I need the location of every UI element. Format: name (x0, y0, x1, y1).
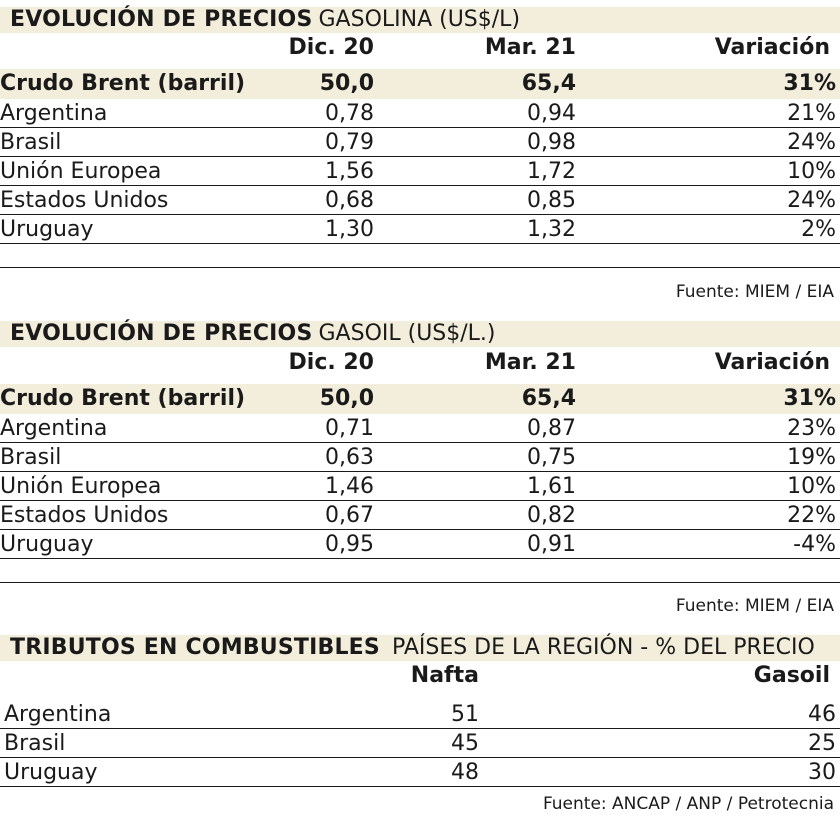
cell-dic: 1,30 (325, 217, 374, 242)
cell-mar: 1,61 (527, 474, 576, 499)
gasolina-header-row: Dic. 20 Mar. 21 Variación (0, 35, 840, 61)
cell-mar: 0,75 (527, 445, 576, 470)
cell-gasoil: 30 (808, 760, 836, 785)
cell-gasoil: 46 (808, 702, 836, 727)
gasoil-title: EVOLUCIÓN DE PRECIOS GASOIL (US$/L.) (0, 321, 840, 347)
row-label: Argentina (0, 101, 108, 126)
cell-var: 19% (787, 445, 836, 470)
divider (0, 267, 840, 268)
table-row: Unión Europea 1,56 1,72 10% (0, 157, 840, 186)
row-label: Brasil (4, 731, 66, 756)
table-row: Estados Unidos 0,67 0,82 22% (0, 501, 840, 530)
gasolina-header-mar: Mar. 21 (484, 35, 576, 60)
gasoil-brent-row: Crudo Brent (barril) 50,0 65,4 31% (0, 384, 840, 414)
row-label: Argentina (0, 416, 108, 441)
gasolina-title-rest: GASOLINA (US$/L) (318, 7, 521, 32)
row-label: Uruguay (0, 532, 94, 557)
row-label: Uruguay (0, 217, 94, 242)
cell-dic: 0,95 (325, 532, 374, 557)
cell-mar: 1,72 (527, 159, 576, 184)
gasolina-header-dic: Dic. 20 (288, 35, 374, 60)
tributos-header-gasoil: Gasoil (753, 663, 830, 688)
gasolina-brent-row: Crudo Brent (barril) 50,0 65,4 31% (0, 69, 840, 99)
gasolina-source: Fuente: MIEM / EIA (675, 282, 834, 302)
cell-var: -4% (793, 532, 836, 557)
table-row: Uruguay 0,95 0,91 -4% (0, 530, 840, 559)
cell-dic: 1,46 (325, 474, 374, 499)
cell-gasoil: 25 (808, 731, 836, 756)
cell-var: 31% (783, 386, 836, 411)
cell-mar: 0,94 (527, 101, 576, 126)
gasoil-header-row: Dic. 20 Mar. 21 Variación (0, 350, 840, 376)
gasoil-header-dic: Dic. 20 (288, 350, 374, 375)
row-label: Estados Unidos (0, 503, 169, 528)
cell-var: 21% (787, 101, 836, 126)
table-row: Argentina 51 46 (0, 700, 840, 729)
row-label: Brasil (0, 130, 62, 155)
gasoil-header-variacion: Variación (714, 350, 830, 375)
cell-dic: 50,0 (319, 71, 374, 96)
table-row: Brasil 45 25 (0, 729, 840, 758)
gasolina-header-variacion: Variación (714, 35, 830, 60)
cell-var: 24% (787, 130, 836, 155)
cell-var: 31% (783, 71, 836, 96)
gasolina-title: EVOLUCIÓN DE PRECIOS GASOLINA (US$/L) (0, 7, 840, 33)
cell-nafta: 48 (451, 760, 479, 785)
row-label: Unión Europea (0, 474, 162, 499)
cell-mar: 0,87 (527, 416, 576, 441)
cell-dic: 0,71 (325, 416, 374, 441)
gasoil-title-bold: EVOLUCIÓN DE PRECIOS (10, 321, 313, 346)
table-row: Uruguay 48 30 (0, 758, 840, 787)
cell-dic: 50,0 (319, 386, 374, 411)
cell-dic: 0,79 (325, 130, 374, 155)
cell-var: 10% (787, 159, 836, 184)
gasoil-header-mar: Mar. 21 (484, 350, 576, 375)
gasoil-source: Fuente: MIEM / EIA (675, 596, 834, 616)
cell-var: 10% (787, 474, 836, 499)
table-row: Brasil 0,79 0,98 24% (0, 128, 840, 157)
cell-dic: 0,68 (325, 188, 374, 213)
cell-var: 24% (787, 188, 836, 213)
cell-mar: 1,32 (527, 217, 576, 242)
row-label: Unión Europea (0, 159, 162, 184)
tributos-title-rest: PAÍSES DE LA REGIÓN - % DEL PRECIO (391, 635, 815, 660)
row-label: Crudo Brent (barril) (0, 386, 246, 411)
cell-mar: 0,82 (527, 503, 576, 528)
cell-dic: 0,78 (325, 101, 374, 126)
divider (0, 582, 840, 583)
cell-dic: 1,56 (325, 159, 374, 184)
cell-var: 2% (801, 217, 836, 242)
cell-var: 22% (787, 503, 836, 528)
table-row: Unión Europea 1,46 1,61 10% (0, 472, 840, 501)
cell-dic: 0,67 (325, 503, 374, 528)
gasoil-title-rest: GASOIL (US$/L.) (318, 321, 496, 346)
row-label: Crudo Brent (barril) (0, 71, 246, 96)
cell-dic: 0,63 (325, 445, 374, 470)
cell-mar: 65,4 (521, 71, 576, 96)
table-row: Argentina 0,71 0,87 23% (0, 414, 840, 443)
tributos-header-nafta: Nafta (410, 663, 479, 688)
table-row: Brasil 0,63 0,75 19% (0, 443, 840, 472)
cell-nafta: 51 (451, 702, 479, 727)
row-label: Estados Unidos (0, 188, 169, 213)
cell-mar: 0,98 (527, 130, 576, 155)
tributos-title-bold: TRIBUTOS EN COMBUSTIBLES (10, 635, 380, 660)
cell-mar: 0,91 (527, 532, 576, 557)
cell-mar: 65,4 (521, 386, 576, 411)
table-row: Estados Unidos 0,68 0,85 24% (0, 186, 840, 215)
tributos-source: Fuente: ANCAP / ANP / Petrotecnia (542, 794, 834, 814)
row-label: Argentina (4, 702, 112, 727)
cell-var: 23% (787, 416, 836, 441)
tributos-title: TRIBUTOS EN COMBUSTIBLES PAÍSES DE LA REG… (0, 635, 840, 661)
table-row: Uruguay 1,30 1,32 2% (0, 215, 840, 244)
row-label: Uruguay (4, 760, 98, 785)
row-label: Brasil (0, 445, 62, 470)
table-row: Argentina 0,78 0,94 21% (0, 99, 840, 128)
cell-mar: 0,85 (527, 188, 576, 213)
tributos-header-row: Nafta Gasoil (0, 663, 840, 689)
gasolina-title-bold: EVOLUCIÓN DE PRECIOS (10, 7, 313, 32)
cell-nafta: 45 (451, 731, 479, 756)
